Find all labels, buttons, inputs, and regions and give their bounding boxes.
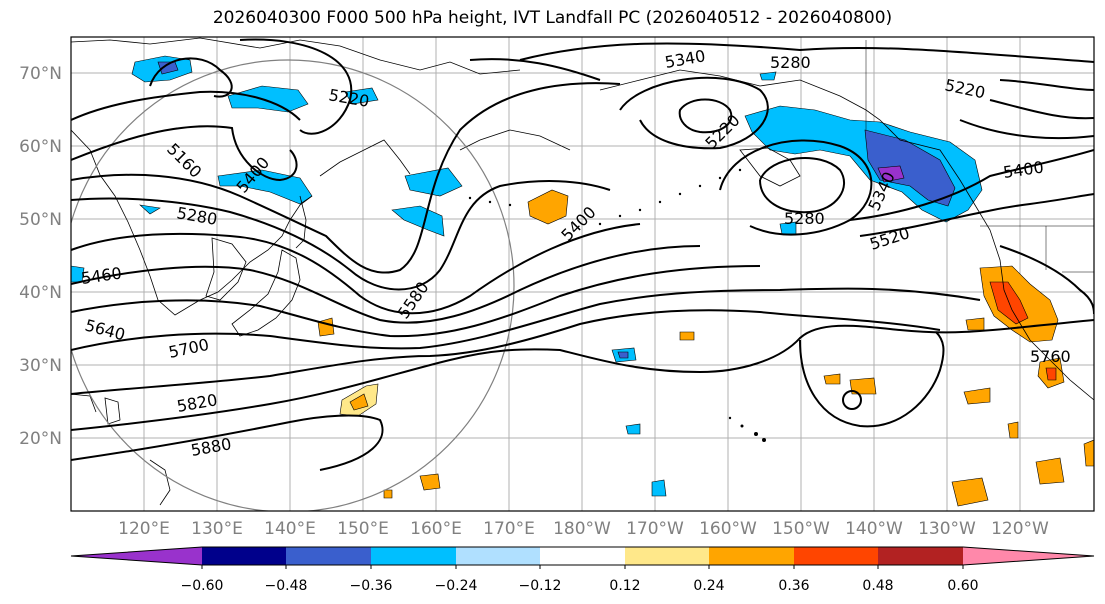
ivt-shade-region bbox=[383, 489, 393, 499]
aleutian-islands bbox=[468, 168, 766, 442]
ivt-shade-region bbox=[625, 423, 641, 435]
colorbar-tick-label: 0.24 bbox=[693, 578, 724, 594]
colorbar-segment bbox=[456, 547, 540, 565]
political-borders bbox=[865, 40, 1094, 273]
colorbar-segment bbox=[202, 547, 286, 565]
ivt-shade-region bbox=[963, 387, 991, 405]
colorbar-segment bbox=[625, 547, 709, 565]
longitude-label: 150°W bbox=[772, 519, 830, 539]
colorbar-segment bbox=[286, 547, 371, 565]
longitude-label: 160°W bbox=[699, 519, 757, 539]
ivt-shade-region bbox=[527, 189, 569, 225]
ivt-shade-region bbox=[849, 377, 877, 395]
longitude-label: 140°W bbox=[845, 519, 903, 539]
ivt-shade-region bbox=[227, 85, 309, 113]
height-contours bbox=[71, 38, 1094, 471]
colorbar-segment bbox=[794, 547, 878, 565]
ivt-shade-region bbox=[864, 129, 956, 207]
ivt-shade-region bbox=[419, 473, 441, 491]
colorbar-tick-label: −0.12 bbox=[519, 578, 562, 594]
colorbar-segment bbox=[371, 547, 456, 565]
map-frame bbox=[70, 36, 1095, 512]
colorbar-extension-high bbox=[963, 547, 1094, 565]
ivt-shade-region bbox=[1035, 457, 1065, 485]
colorbar-tick-label: −0.60 bbox=[181, 578, 224, 594]
ivt-shade-region bbox=[1045, 367, 1057, 381]
ivt-shade-region bbox=[139, 204, 161, 215]
longitude-label: 130°W bbox=[918, 519, 976, 539]
ivt-positive-shading bbox=[317, 189, 1094, 507]
latitude-label: 30°N bbox=[19, 356, 62, 376]
ivt-shade-region bbox=[951, 477, 989, 507]
latitude-label: 20°N bbox=[19, 429, 62, 449]
latitude-label: 40°N bbox=[19, 283, 62, 303]
contour-label: 5280 bbox=[784, 209, 825, 228]
ivt-shade-region bbox=[877, 165, 905, 183]
ivt-shade-region bbox=[617, 351, 629, 359]
colorbar-tick-label: −0.24 bbox=[435, 578, 478, 594]
colorbar-tick-label: 0.48 bbox=[862, 578, 893, 594]
colorbar-tick-label: 0.36 bbox=[778, 578, 809, 594]
ivt-shade-region bbox=[1007, 421, 1019, 439]
ivt-shade-region bbox=[965, 317, 985, 331]
longitude-label: 170°W bbox=[626, 519, 684, 539]
longitude-label: 130°E bbox=[191, 519, 243, 539]
longitude-label: 170°E bbox=[483, 519, 535, 539]
latitude-label: 70°N bbox=[19, 64, 62, 84]
colorbar-tick-label: −0.48 bbox=[265, 578, 308, 594]
chart-title: 2026040300 F000 500 hPa height, IVT Land… bbox=[212, 8, 893, 28]
colorbar-segment bbox=[709, 547, 794, 565]
colorbar-segment bbox=[878, 547, 963, 565]
colorbar-tick-label: 0.12 bbox=[609, 578, 640, 594]
ivt-shade-region bbox=[391, 205, 445, 237]
ivt-shade-region bbox=[759, 71, 777, 81]
contour-label: 5280 bbox=[770, 53, 811, 72]
latitude-label: 60°N bbox=[19, 137, 62, 157]
longitude-label: 120°W bbox=[991, 519, 1049, 539]
ivt-shade-region bbox=[349, 393, 369, 411]
longitude-label: 150°E bbox=[337, 519, 389, 539]
latitude-labels: 70°N 60°N 50°N 40°N 30°N 20°N bbox=[19, 64, 62, 449]
contour-label: 5760 bbox=[1030, 347, 1071, 366]
colorbar-extension-low bbox=[71, 547, 202, 565]
svg-text:5760: 5760 bbox=[1030, 347, 1071, 366]
svg-text:5280: 5280 bbox=[770, 53, 811, 72]
region-circle bbox=[71, 59, 515, 511]
colorbar-tick-label: 0.60 bbox=[947, 578, 978, 594]
longitude-label: 140°E bbox=[264, 519, 316, 539]
colorbar: −0.60 −0.48 −0.36 −0.24 −0.12 0.12 0.24 0.36 0.4… bbox=[70, 546, 1095, 594]
longitude-label: 160°E bbox=[410, 519, 462, 539]
latitude-label: 50°N bbox=[19, 210, 62, 230]
colorbar-segment bbox=[540, 547, 625, 565]
colorbar-tick-label: −0.36 bbox=[350, 578, 393, 594]
ivt-shade-region bbox=[1083, 439, 1094, 467]
longitude-label: 180°W bbox=[553, 519, 611, 539]
ivt-negative-shading bbox=[71, 55, 983, 497]
ivt-shade-region bbox=[823, 373, 841, 385]
ivt-shade-region bbox=[651, 479, 667, 497]
graticule bbox=[71, 37, 1094, 511]
longitude-label: 120°E bbox=[118, 519, 170, 539]
svg-text:5280: 5280 bbox=[784, 209, 825, 228]
ivt-shade-region bbox=[679, 331, 695, 341]
longitude-labels: 120°E 130°E 140°E 150°E 160°E 170°E 180°W 170°W… bbox=[118, 519, 1049, 539]
